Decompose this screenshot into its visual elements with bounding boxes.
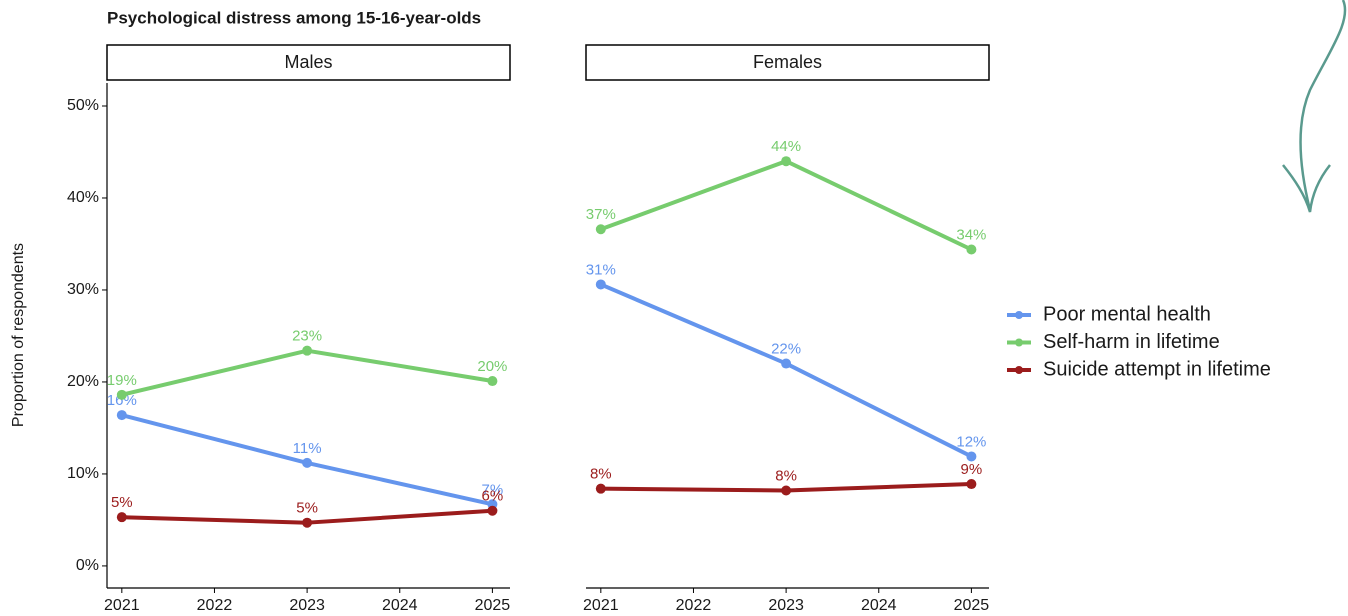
y-tick-label: 50%	[67, 97, 99, 114]
value-label: 8%	[775, 467, 797, 484]
point	[116, 410, 127, 421]
x-tick-label: 2024	[382, 597, 418, 614]
legend-label: Suicide attempt in lifetime	[1043, 358, 1271, 380]
facet-strip	[106, 44, 511, 81]
legend-label: Poor mental health	[1043, 303, 1211, 325]
point	[781, 358, 792, 369]
y-tick-label: 10%	[67, 465, 99, 482]
x-tick-label: 2025	[475, 597, 511, 614]
legend-swatch-point	[1015, 366, 1023, 374]
value-label: 34%	[956, 226, 986, 243]
point	[966, 451, 977, 462]
value-label: 31%	[586, 261, 616, 278]
value-label: 12%	[956, 433, 986, 450]
value-label: 44%	[771, 138, 801, 155]
facet-strip	[585, 44, 990, 81]
value-label: 8%	[590, 466, 612, 483]
x-tick-label: 2025	[954, 597, 990, 614]
value-label: 7%	[482, 481, 504, 498]
point	[302, 457, 313, 468]
series-line	[600, 282, 973, 459]
point	[487, 376, 498, 387]
x-tick-label: 2023	[768, 597, 804, 614]
point	[116, 512, 127, 523]
x-tick-label: 2021	[583, 597, 619, 614]
series-line	[600, 159, 973, 252]
x-tick-label: 2024	[861, 597, 897, 614]
point	[966, 244, 977, 255]
point	[781, 156, 792, 167]
point	[595, 224, 606, 235]
legend-swatch-point	[1015, 338, 1023, 347]
point	[116, 389, 127, 400]
chart-title: Psychological distress among 15-16-year-…	[107, 8, 481, 27]
value-label: 22%	[771, 341, 801, 358]
value-label: 11%	[293, 440, 322, 457]
value-label: 37%	[586, 206, 616, 223]
point	[302, 517, 313, 528]
y-tick-label: 0%	[76, 557, 99, 574]
decorative-arrow	[1282, 0, 1347, 213]
point	[966, 479, 977, 490]
y-axis-label: Proportion of respondents	[10, 243, 27, 427]
legend-label: Self-harm in lifetime	[1043, 331, 1220, 353]
y-tick-label: 30%	[67, 281, 99, 298]
value-label: 19%	[107, 372, 137, 389]
value-label: 6%	[482, 488, 504, 505]
point	[302, 345, 313, 356]
value-label: 9%	[961, 461, 983, 478]
y-tick-label: 40%	[67, 189, 99, 206]
x-tick-label: 2023	[289, 597, 325, 614]
facet-label: Males	[284, 52, 332, 72]
value-label: 16%	[107, 392, 137, 409]
y-tick-label: 20%	[67, 373, 99, 390]
point	[487, 505, 498, 516]
series-line	[121, 348, 493, 397]
legend-swatch-point	[1015, 311, 1023, 319]
value-label: 20%	[477, 358, 507, 375]
value-label: 5%	[111, 494, 133, 511]
value-label: 23%	[292, 328, 322, 345]
x-tick-label: 2022	[197, 597, 233, 614]
x-tick-label: 2021	[104, 597, 140, 614]
point	[781, 485, 792, 496]
point	[595, 483, 606, 494]
value-label: 5%	[296, 500, 318, 517]
x-tick-label: 2022	[676, 597, 712, 614]
point	[595, 279, 606, 290]
facet-label: Females	[753, 52, 822, 72]
